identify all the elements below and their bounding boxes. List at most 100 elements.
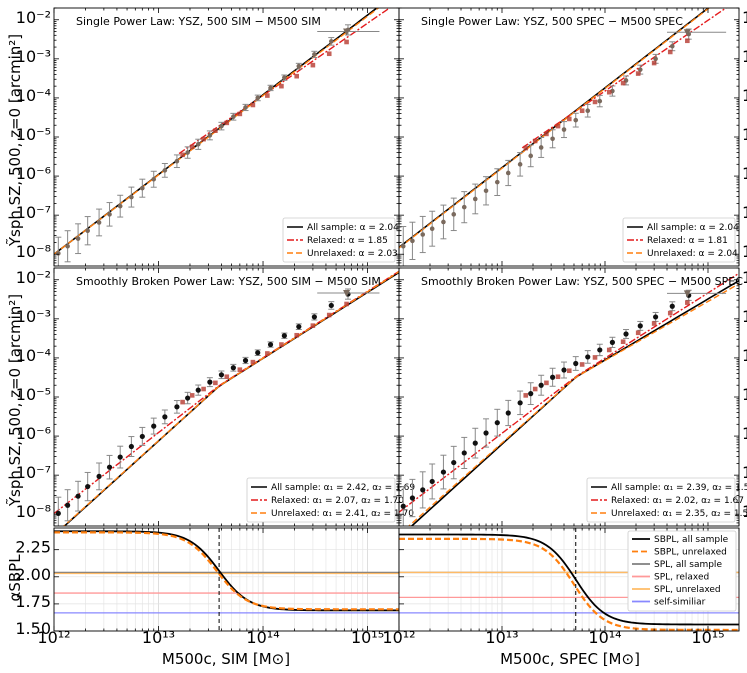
- x-tick-label: 10¹²: [37, 628, 70, 647]
- data-point: [65, 502, 71, 508]
- legend-entry: All sample: α₁ = 2.39, α₂ = 1.56: [611, 483, 747, 493]
- y-tick-label: 10⁻⁶: [742, 164, 747, 183]
- data-point: [505, 410, 511, 416]
- data-point: [255, 350, 261, 356]
- data-point: [207, 379, 213, 385]
- data-point: [195, 387, 201, 393]
- panel-top-right: 10⁻⁸ 10⁻⁷ 10⁻⁶ 10⁻⁵ 10⁻⁴ 10⁻³ 10⁻² Single Power…: [398, 7, 747, 267]
- y-tick-label: 10⁻²: [16, 8, 51, 27]
- relaxed-point: [294, 73, 300, 79]
- data-point: [56, 251, 61, 256]
- data-point: [231, 114, 236, 120]
- y-tick-label: 10⁻⁸: [742, 502, 747, 521]
- fit-line-unrelaxed: [399, 8, 711, 249]
- fit-line-unrelaxed: [54, 8, 380, 255]
- data-point: [420, 487, 426, 493]
- legend-box: [622, 217, 736, 263]
- relaxed-point: [592, 99, 598, 105]
- y-tick-label: 10⁻³: [742, 47, 747, 66]
- relaxed-point: [635, 71, 641, 76]
- data-point: [242, 357, 249, 364]
- panel-title: Single Power Law: YSZ, 500 SIM − M500 SI…: [76, 15, 321, 28]
- data-point: [494, 420, 500, 426]
- legend-entry: All sample: α = 2.04: [647, 223, 739, 233]
- data-point: [107, 212, 112, 217]
- y-tick-label: 10⁻⁴: [742, 86, 747, 105]
- relaxed-point: [250, 102, 256, 108]
- plot-area: [399, 272, 739, 526]
- relaxed-point: [651, 321, 657, 326]
- y-tick-label: 10⁻⁴: [16, 346, 51, 365]
- data-point: [311, 314, 317, 320]
- relaxed-point: [224, 374, 230, 380]
- y-tick-label: 10⁻⁸: [16, 502, 51, 521]
- data-point: [505, 170, 511, 176]
- x-tick-label: 10¹⁴: [246, 628, 279, 647]
- legend-box: [586, 477, 736, 523]
- data-point: [55, 510, 61, 517]
- y-tick-label: 10⁻⁵: [16, 125, 51, 144]
- x-tick-label: 10¹³: [142, 628, 175, 647]
- relaxed-point: [265, 351, 270, 356]
- data-point: [106, 464, 113, 470]
- relaxed-point: [310, 323, 316, 328]
- relaxed-point: [279, 83, 284, 89]
- x-tick-label: 10¹⁵: [351, 628, 384, 647]
- panel-bottom-right: 10¹² 10¹³ 10¹⁴ 10¹⁵ SBPL, all sample SBPL, un…: [382, 527, 740, 647]
- relaxed-point: [606, 347, 612, 353]
- relaxed-point: [685, 38, 690, 44]
- relaxed-point: [326, 51, 332, 57]
- data-point: [174, 158, 180, 164]
- data-point: [561, 127, 567, 132]
- legend-entry: SPL, all sample: [654, 560, 722, 570]
- fit-line-unrelaxed: [407, 283, 739, 526]
- data-point: [268, 85, 273, 91]
- panel-title: Smoothly Broken Power Law: YSZ, 500 SPEC…: [421, 275, 743, 288]
- y-tick-label: 10⁻⁵: [742, 385, 747, 404]
- y-tick-label: 10⁻³: [16, 307, 51, 326]
- relaxed-point: [555, 123, 561, 129]
- relaxed-point: [265, 93, 270, 98]
- data-point: [219, 123, 224, 129]
- relaxed-point: [620, 339, 626, 345]
- data-point: [528, 391, 534, 397]
- panel-title: Single Power Law: YSZ, 500 SPEC − M500 S…: [421, 15, 683, 28]
- y-tick-label: 10⁻⁶: [16, 164, 51, 183]
- data-point: [151, 423, 157, 429]
- plot-area: [399, 8, 728, 266]
- panel-title: Smoothly Broken Power Law: YSZ, 500 SIM …: [76, 275, 381, 288]
- plot-area: [54, 528, 399, 631]
- data-point: [517, 162, 523, 167]
- legend-box: [282, 217, 396, 263]
- data-point: [461, 450, 467, 456]
- legend-entry: Relaxed: α₁ = 2.02, α₂ = 1.67: [611, 496, 744, 506]
- data-point: [185, 150, 190, 155]
- relaxed-point: [250, 359, 256, 365]
- data-point: [538, 145, 544, 150]
- fit-line-unrelaxed: [62, 271, 399, 526]
- data-point: [409, 495, 416, 501]
- data-point: [597, 347, 603, 353]
- relaxed-point: [201, 136, 206, 142]
- data-point: [129, 194, 134, 200]
- x-axis-label-left: M500c, SIM [M⊙]: [162, 650, 290, 668]
- y-tick-label: 1.75: [15, 592, 51, 611]
- relaxed-point: [667, 49, 673, 55]
- relaxed-point: [532, 138, 538, 144]
- data-point: [162, 414, 168, 420]
- sbpl-curve-all: [54, 530, 399, 612]
- data-point: [296, 63, 302, 69]
- data-point: [75, 493, 81, 499]
- data-point: [328, 302, 334, 309]
- sbpl-curve-unrelaxed: [54, 531, 399, 611]
- outlier-marker: [343, 289, 351, 297]
- outlier-marker: [683, 290, 691, 298]
- y-tick-label: 2.25: [15, 538, 51, 557]
- legend-entry: Unrelaxed: α = 2.04: [647, 249, 738, 259]
- relaxed-point: [294, 332, 300, 338]
- y-tick-label: 10⁻⁸: [16, 242, 51, 261]
- data-point: [281, 333, 287, 339]
- data-point: [550, 136, 555, 142]
- data-point: [653, 56, 658, 62]
- plot-area: [54, 270, 399, 526]
